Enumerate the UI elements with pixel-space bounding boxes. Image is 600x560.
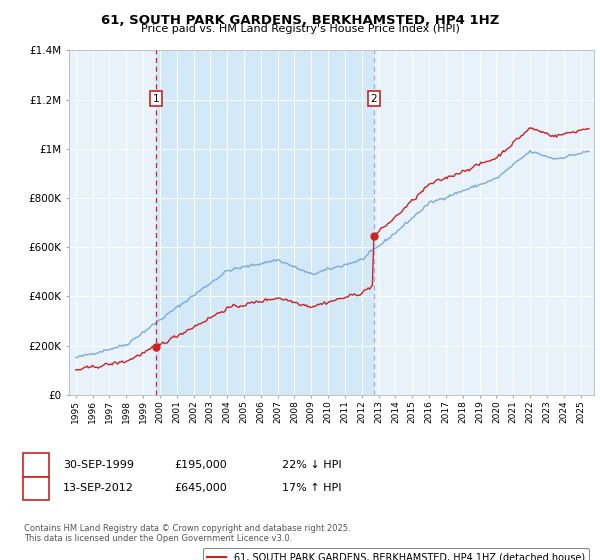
Text: 2: 2 — [370, 94, 377, 104]
Text: 13-SEP-2012: 13-SEP-2012 — [63, 483, 134, 493]
Text: 1: 1 — [152, 94, 159, 104]
Text: 61, SOUTH PARK GARDENS, BERKHAMSTED, HP4 1HZ: 61, SOUTH PARK GARDENS, BERKHAMSTED, HP4… — [101, 14, 499, 27]
Text: £645,000: £645,000 — [174, 483, 227, 493]
Legend: 61, SOUTH PARK GARDENS, BERKHAMSTED, HP4 1HZ (detached house), HPI: Average pric: 61, SOUTH PARK GARDENS, BERKHAMSTED, HP4… — [203, 548, 589, 560]
Text: 30-SEP-1999: 30-SEP-1999 — [63, 460, 134, 470]
Text: £195,000: £195,000 — [174, 460, 227, 470]
Text: 22% ↓ HPI: 22% ↓ HPI — [282, 460, 341, 470]
Text: Price paid vs. HM Land Registry's House Price Index (HPI): Price paid vs. HM Land Registry's House … — [140, 24, 460, 34]
Bar — [155, 50, 374, 395]
Text: 1: 1 — [32, 460, 40, 470]
Text: 17% ↑ HPI: 17% ↑ HPI — [282, 483, 341, 493]
Text: 2: 2 — [32, 483, 40, 493]
Text: Contains HM Land Registry data © Crown copyright and database right 2025.
This d: Contains HM Land Registry data © Crown c… — [24, 524, 350, 543]
